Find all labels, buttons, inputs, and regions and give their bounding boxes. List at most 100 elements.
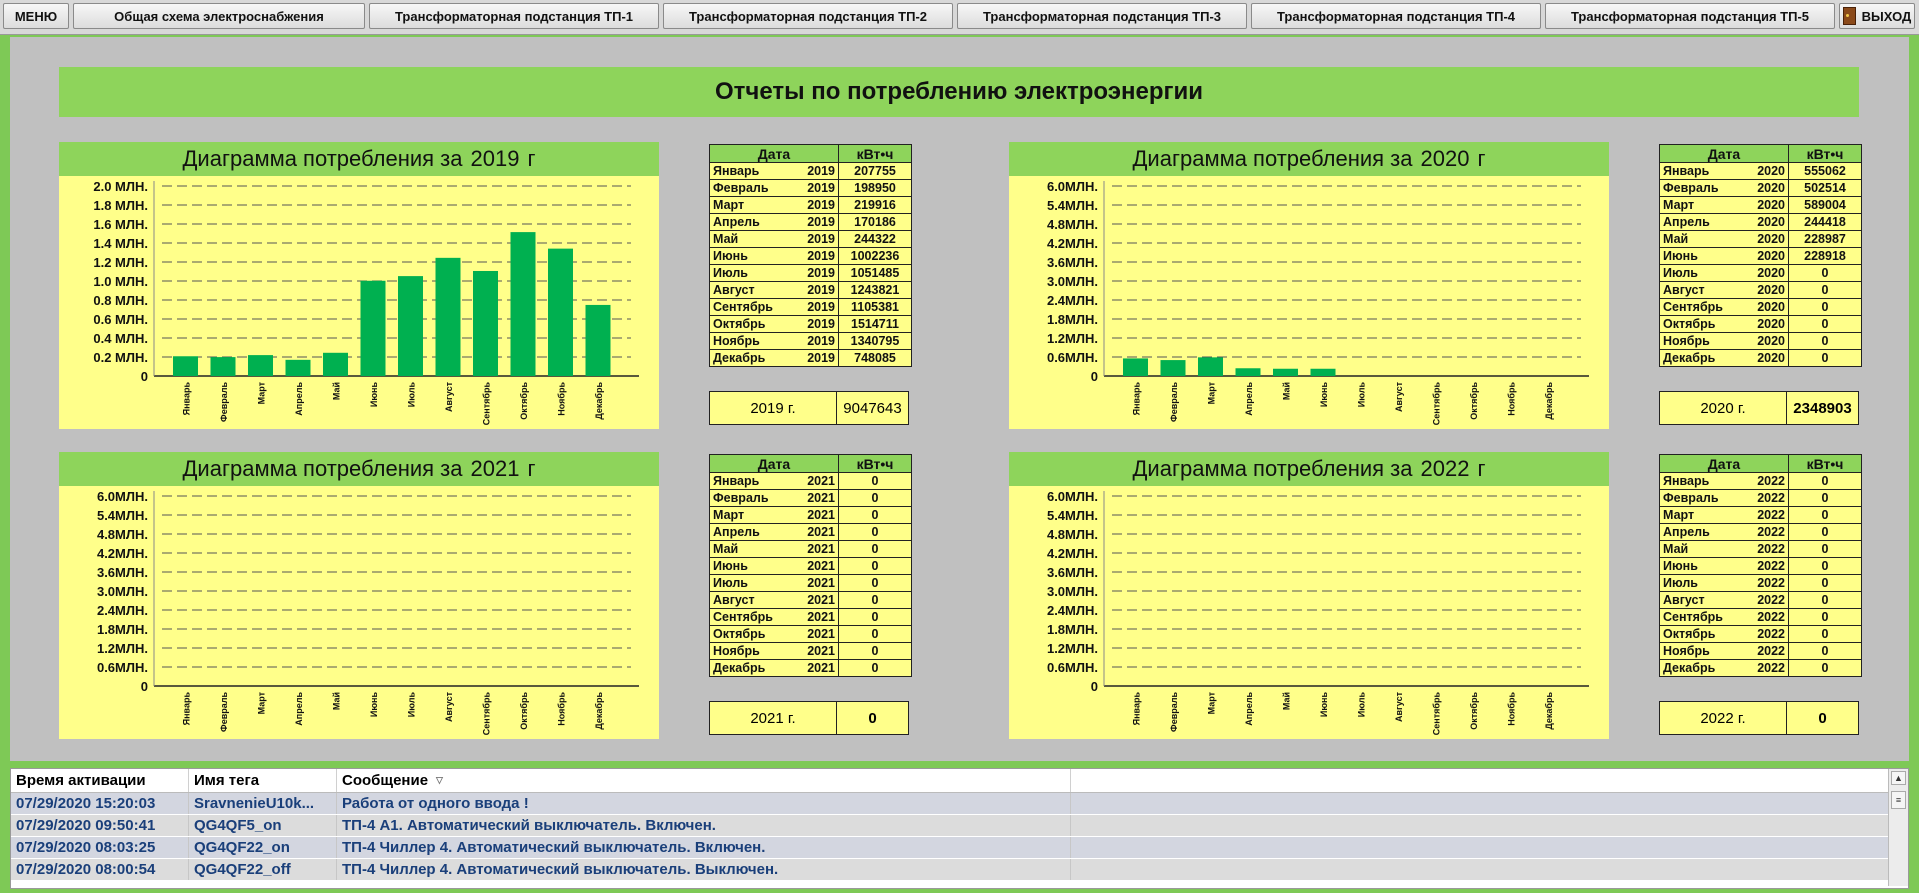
- chart-title-prefix: Диаграмма потребления за: [1132, 146, 1413, 171]
- table-row: Май 2020 228987: [1659, 230, 1862, 248]
- bar-2: [248, 355, 273, 376]
- x-tick-label: Апрель: [294, 692, 304, 726]
- total-value: 9047643: [843, 399, 902, 417]
- month-cell: Февраль: [709, 489, 798, 507]
- table-row: Март 2021 0: [709, 506, 912, 524]
- year-cell: 2019: [798, 281, 839, 299]
- year-cell: 2021: [798, 625, 839, 643]
- table-row: Январь 2021 0: [709, 472, 912, 490]
- x-tick-label: Март: [257, 381, 267, 404]
- year-cell: 2019: [798, 247, 839, 265]
- exit-label: ВЫХОД: [1861, 8, 1912, 24]
- month-cell: Декабрь: [709, 349, 798, 367]
- kwh-cell: 0: [838, 591, 912, 609]
- year-cell: 2022: [1748, 642, 1789, 660]
- scroll-thumb[interactable]: ≡: [1891, 791, 1906, 809]
- x-tick-label: Февраль: [219, 692, 229, 732]
- kwh-cell: 0: [838, 489, 912, 507]
- table-row: Ноябрь 2021 0: [709, 642, 912, 660]
- alarm-row[interactable]: 07/29/2020 08:00:54 QG4QF22_off ТП-4 Чилле…: [11, 859, 1888, 881]
- door-icon: [1842, 7, 1856, 25]
- table-header-kwh: кВт•ч: [838, 144, 912, 163]
- y-tick-label: 0: [1091, 369, 1098, 384]
- table-row: Июль 2020 0: [1659, 264, 1862, 282]
- y-tick-label: 0.4 МЛН.: [93, 331, 148, 346]
- column-header-message[interactable]: Сообщение ▽: [337, 769, 1071, 792]
- y-tick-label: 6.0МЛН.: [97, 489, 148, 504]
- year-cell: 2022: [1748, 574, 1789, 592]
- y-tick-label: 0.6 МЛН.: [93, 312, 148, 327]
- nav-tp3-button[interactable]: Трансформаторная подстанция ТП-3: [957, 3, 1247, 29]
- table-row: Июнь 2021 0: [709, 557, 912, 575]
- table-header-date: Дата: [1659, 454, 1789, 473]
- alarm-row[interactable]: 07/29/2020 15:20:03 SravnenieU10k... Работ…: [11, 793, 1888, 815]
- total-value: 2348903: [1793, 399, 1852, 417]
- column-header-time[interactable]: Время активации: [11, 769, 189, 792]
- x-tick-label: Октябрь: [519, 692, 529, 730]
- y-tick-label: 0.6МЛН.: [97, 660, 148, 675]
- nav-overview-button[interactable]: Общая схема электроснабжения: [73, 3, 365, 29]
- nav-tp1-button[interactable]: Трансформаторная подстанция ТП-1: [369, 3, 659, 29]
- alarm-time: 07/29/2020 08:00:54: [11, 859, 189, 880]
- y-tick-label: 1.6 МЛН.: [93, 217, 148, 232]
- column-header-tag[interactable]: Имя тега: [189, 769, 337, 792]
- x-tick-label: Декабрь: [1544, 692, 1554, 730]
- year-cell: 2019: [798, 264, 839, 282]
- y-tick-label: 3.6МЛН.: [1047, 255, 1098, 270]
- bar-5: [360, 280, 386, 376]
- alarm-row[interactable]: 07/29/2020 09:50:41 QG4QF5_on ТП-4 А1. Авт…: [11, 815, 1888, 837]
- menu-button[interactable]: МЕНЮ: [3, 3, 69, 29]
- chart-title-prefix: Диаграмма потребления за: [182, 146, 463, 171]
- kwh-cell: 0: [838, 659, 912, 677]
- month-cell: Апрель: [1659, 523, 1748, 541]
- kwh-cell: 244322: [838, 230, 912, 248]
- chart-title-prefix: Диаграмма потребления за: [1132, 456, 1413, 481]
- y-tick-label: 0.6МЛН.: [1047, 350, 1098, 365]
- year-cell: 2022: [1748, 625, 1789, 643]
- y-tick-label: 0: [141, 679, 148, 694]
- month-cell: Февраль: [1659, 179, 1748, 197]
- y-tick-label: 1.8МЛН.: [1047, 622, 1098, 637]
- kwh-cell: 170186: [838, 213, 912, 231]
- year-cell: 2020: [1748, 162, 1789, 180]
- x-tick-label: Февраль: [1169, 382, 1179, 422]
- scroll-up-icon[interactable]: ▲: [1891, 771, 1906, 785]
- nav-tp4-button[interactable]: Трансформаторная подстанция ТП-4: [1251, 3, 1541, 29]
- kwh-cell: 207755: [838, 162, 912, 180]
- month-cell: Сентябрь: [1659, 608, 1748, 626]
- y-tick-label: 0: [141, 369, 148, 384]
- year-cell: 2021: [798, 489, 839, 507]
- kwh-cell: 1243821: [838, 281, 912, 299]
- x-tick-label: Февраль: [219, 382, 229, 422]
- exit-button[interactable]: ВЫХОД: [1839, 3, 1915, 29]
- bar-4: [323, 352, 348, 376]
- table-row: Апрель 2022 0: [1659, 523, 1862, 541]
- y-tick-label: 2.4МЛН.: [97, 603, 148, 618]
- chart-title: Диаграмма потребления за 2019 г: [59, 142, 659, 176]
- table-header-date: Дата: [1659, 144, 1789, 163]
- alarm-scrollbar[interactable]: ▲ ≡: [1888, 769, 1908, 886]
- year-cell: 2021: [798, 540, 839, 558]
- alarm-row[interactable]: 07/29/2020 08:03:25 QG4QF22_on ТП-4 Чиллер…: [11, 837, 1888, 859]
- y-tick-label: 4.8МЛН.: [97, 527, 148, 542]
- table-row: Апрель 2019 170186: [709, 213, 912, 231]
- x-tick-label: Сентябрь: [482, 692, 492, 736]
- x-tick-label: Июнь: [1319, 692, 1329, 718]
- bar-2: [1198, 357, 1223, 376]
- month-cell: Октябрь: [709, 625, 798, 643]
- kwh-cell: 0: [1788, 523, 1862, 541]
- kwh-cell: 0: [1788, 625, 1862, 643]
- y-tick-label: 5.4МЛН.: [1047, 508, 1098, 523]
- month-cell: Январь: [1659, 162, 1748, 180]
- x-tick-label: Ноябрь: [557, 692, 567, 726]
- table-row: Сентябрь 2022 0: [1659, 608, 1862, 626]
- table-row: Ноябрь 2020 0: [1659, 332, 1862, 350]
- month-cell: Ноябрь: [709, 332, 798, 350]
- nav-tp5-button[interactable]: Трансформаторная подстанция ТП-5: [1545, 3, 1835, 29]
- chart-panel-2022: Диаграмма потребления за 2022 г 0 0.6МЛН. 1.2…: [1009, 452, 1609, 739]
- table-row: Ноябрь 2019 1340795: [709, 332, 912, 350]
- year-cell: 2022: [1748, 489, 1789, 507]
- table-header-kwh: кВт•ч: [1788, 454, 1862, 473]
- month-cell: Декабрь: [709, 659, 798, 677]
- nav-tp2-button[interactable]: Трансформаторная подстанция ТП-2: [663, 3, 953, 29]
